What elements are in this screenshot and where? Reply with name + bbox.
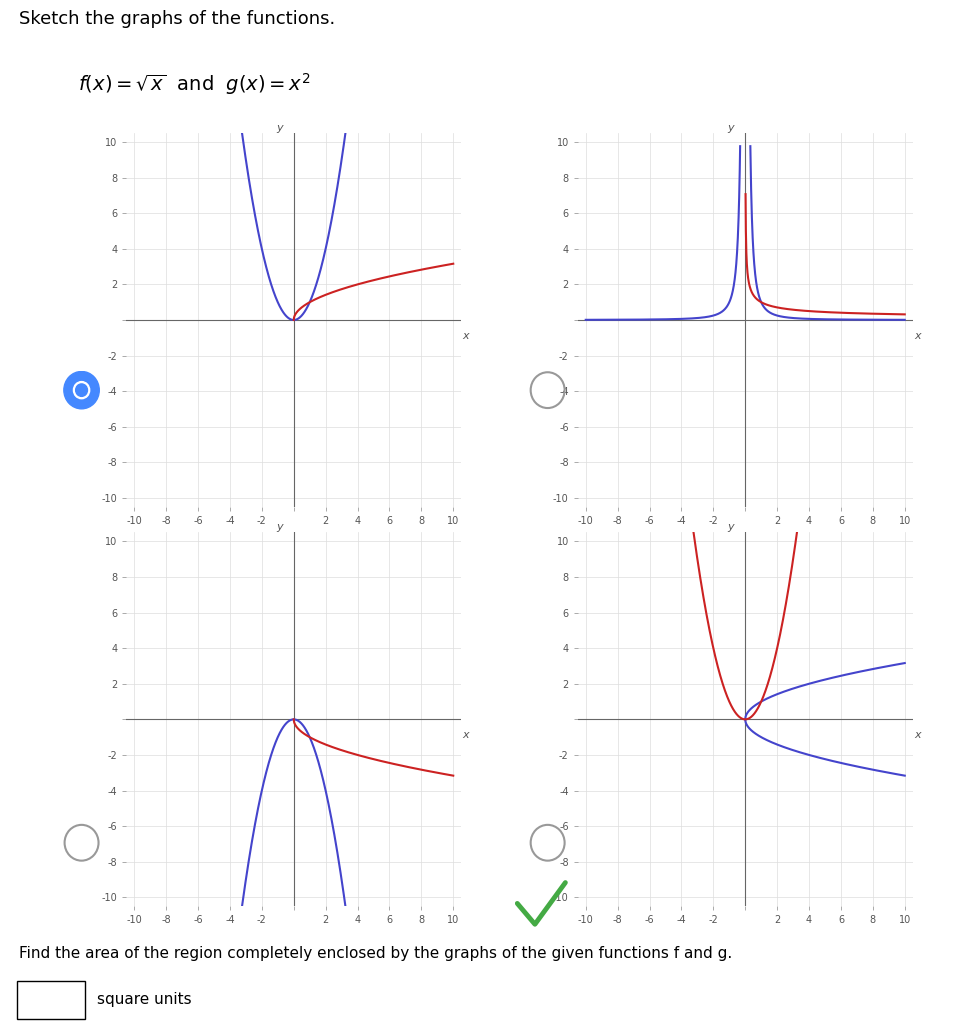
Text: y: y [727,522,734,532]
Text: y: y [276,522,283,532]
Text: Sketch the graphs of the functions.: Sketch the graphs of the functions. [19,10,336,28]
Circle shape [76,384,87,396]
Text: square units: square units [97,991,191,1007]
Text: Find the area of the region completely enclosed by the graphs of the given funct: Find the area of the region completely e… [19,946,733,961]
Text: y: y [727,123,734,133]
Text: x: x [915,730,921,740]
Circle shape [64,372,99,409]
Text: x: x [915,331,921,341]
Bar [17,981,85,1020]
Text: y: y [276,123,283,133]
Text: x: x [463,730,469,740]
Text: x: x [463,331,469,341]
Circle shape [74,382,89,398]
Text: $f(x) = \sqrt{x}$  and  $g(x) = x^2$: $f(x) = \sqrt{x}$ and $g(x) = x^2$ [78,72,311,97]
